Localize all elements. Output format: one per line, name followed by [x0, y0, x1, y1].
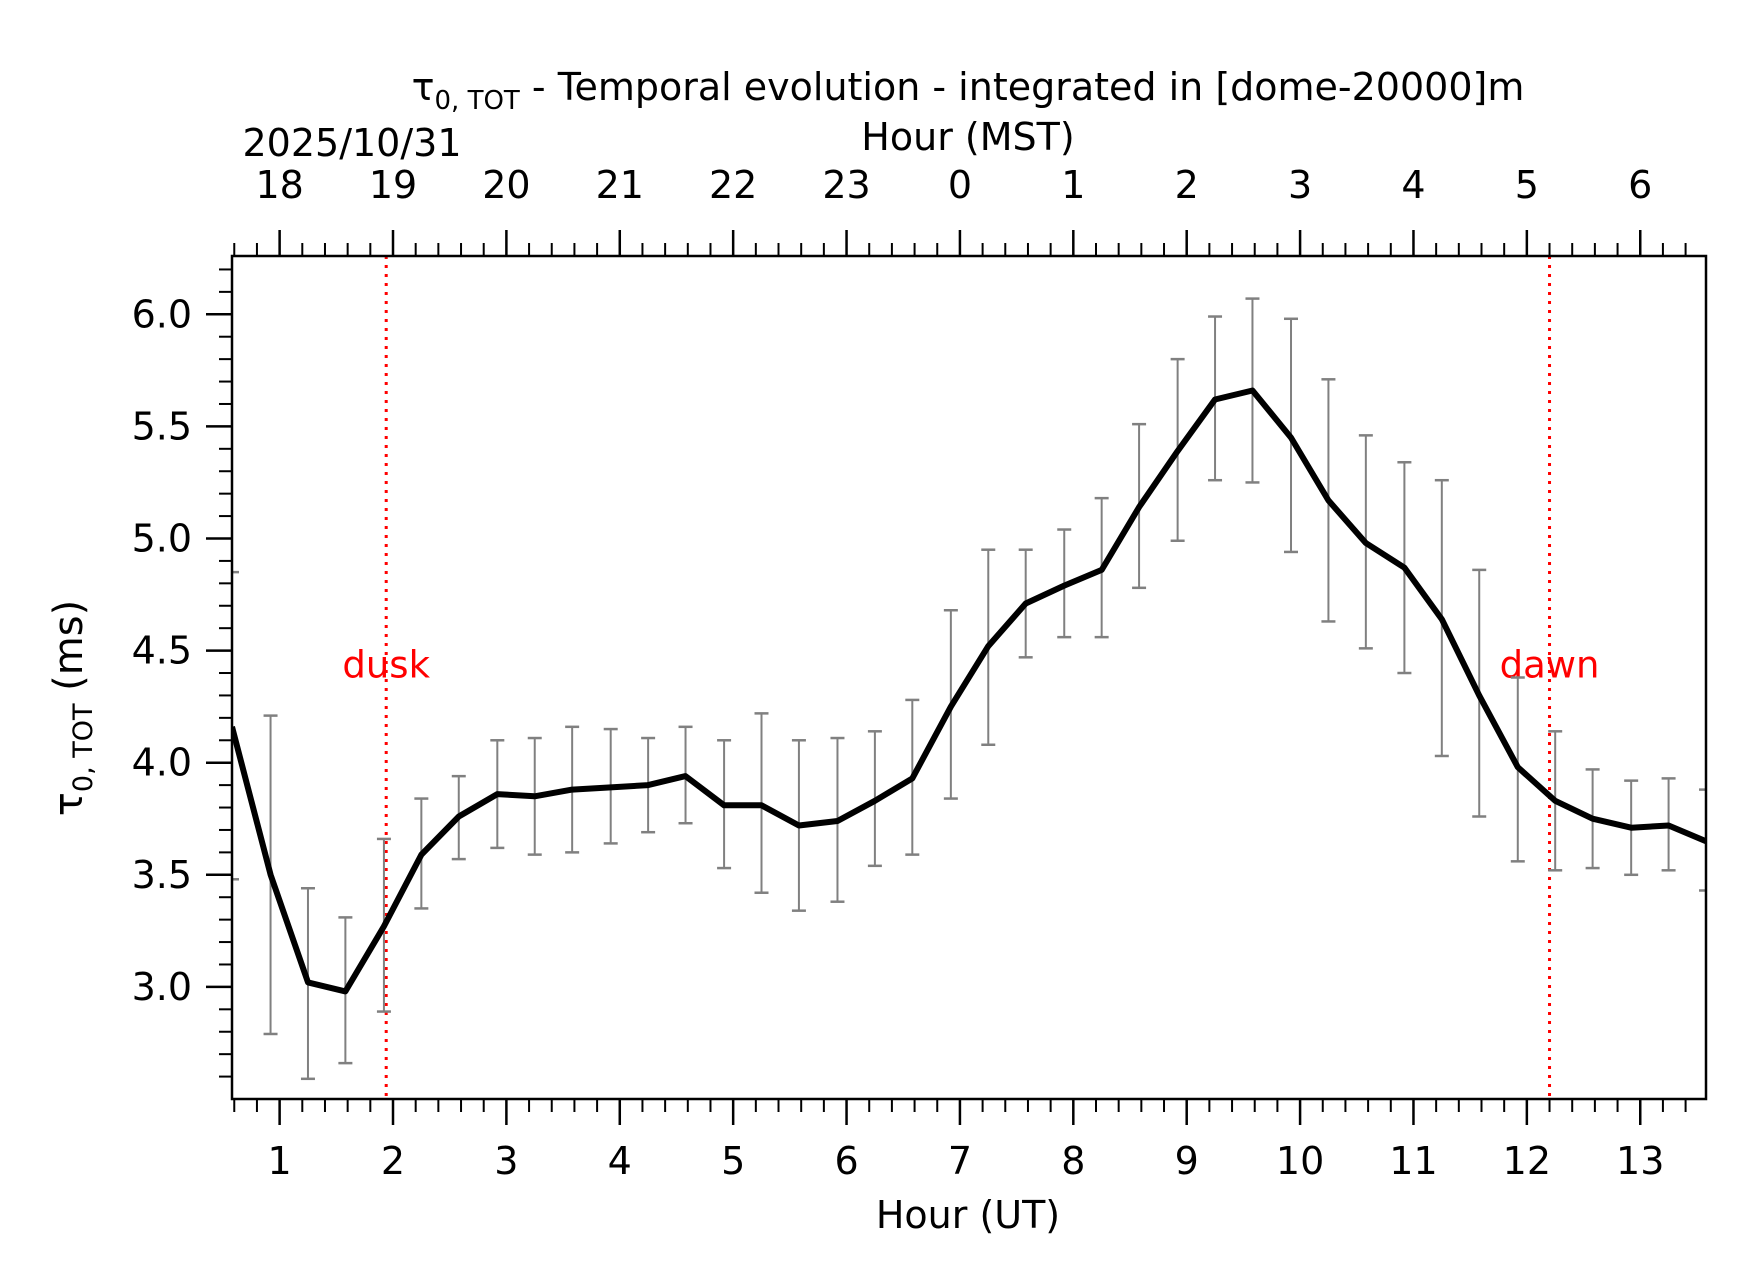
top-tick-label: 23 [822, 163, 870, 207]
top-tick-label: 0 [948, 163, 972, 207]
top-tick-label: 1 [1061, 163, 1085, 207]
top-tick-label: 22 [709, 163, 757, 207]
x-tick-label: 12 [1503, 1139, 1551, 1183]
x-tick-label: 11 [1389, 1139, 1437, 1183]
y-tick-label: 4.5 [132, 629, 192, 673]
x-tick-label: 5 [721, 1139, 745, 1183]
x-tick-label: 1 [268, 1139, 292, 1183]
top-tick-label: 18 [255, 163, 303, 207]
chart-title: τ0, TOT - Temporal evolution - integrate… [412, 65, 1525, 116]
y-tick-label: 3.0 [132, 965, 192, 1009]
x-axis-label: Hour (UT) [876, 1193, 1060, 1237]
y-axis-label: τ0, TOT (ms) [46, 600, 99, 816]
top-tick-label: 20 [482, 163, 530, 207]
annotations: dusk dawn [342, 256, 1599, 1099]
x-tick-label: 6 [834, 1139, 858, 1183]
y-tick-label: 5.5 [132, 404, 192, 448]
y-tick-label: 4.0 [132, 741, 192, 785]
x-tick-label: 10 [1276, 1139, 1324, 1183]
chart-title-text: - Temporal evolution - integrated in [do… [520, 65, 1525, 109]
y-tick-label: 5.0 [132, 516, 192, 560]
x-tick-label: 3 [494, 1139, 518, 1183]
dawn-label: dawn [1500, 644, 1600, 687]
chart-title-symbol: τ [412, 65, 435, 109]
x-tick-label: 2 [381, 1139, 405, 1183]
y-axis-label-subscript: 0, TOT [68, 703, 99, 792]
top-tick-label: 2 [1175, 163, 1199, 207]
y-axis-label-symbol: τ [46, 792, 92, 816]
x-tick-label: 13 [1616, 1139, 1664, 1183]
x-tick-label: 8 [1061, 1139, 1085, 1183]
plot-frame [230, 254, 1708, 1101]
series-line [232, 387, 1706, 995]
chart-title-subscript: 0, TOT [435, 86, 520, 116]
top-tick-label: 3 [1288, 163, 1312, 207]
top-tick-label: 19 [369, 163, 417, 207]
top-tick-label: 5 [1515, 163, 1539, 207]
top-tick-label: 21 [596, 163, 644, 207]
error-bars [232, 297, 1706, 1081]
dusk-label: dusk [342, 644, 430, 687]
date-label: 2025/10/31 [242, 121, 461, 165]
y-tick-label: 6.0 [132, 292, 192, 336]
y-axis-label-text: (ms) [46, 600, 92, 704]
x-tick-label: 7 [948, 1139, 972, 1183]
top-tick-label: 4 [1401, 163, 1425, 207]
top-axis-label: Hour (MST) [861, 115, 1074, 159]
top-tick-label: 6 [1628, 163, 1652, 207]
x-tick-label: 9 [1175, 1139, 1199, 1183]
x-tick-label: 4 [608, 1139, 632, 1183]
y-tick-label: 3.5 [132, 853, 192, 897]
